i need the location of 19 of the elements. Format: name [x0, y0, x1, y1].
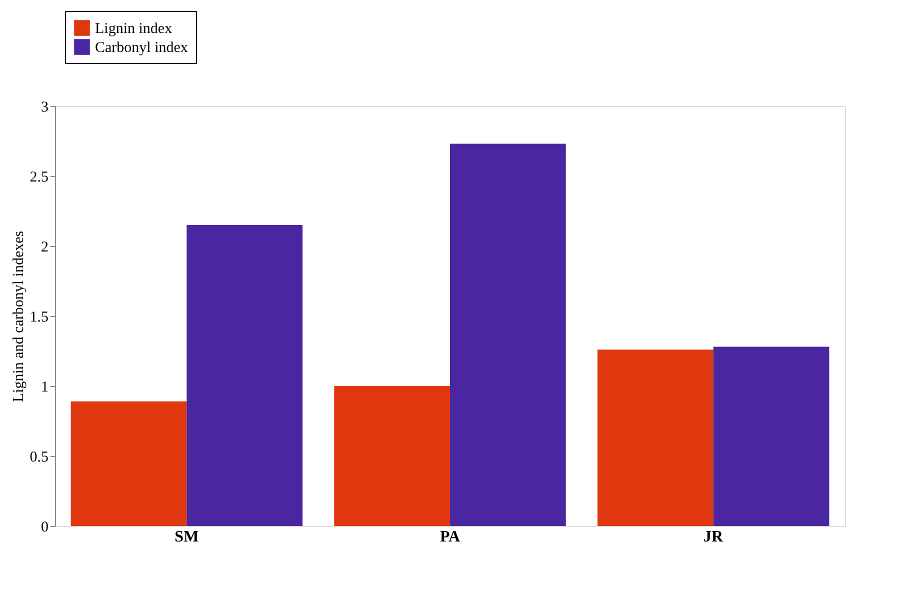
bar	[713, 346, 830, 526]
bar	[450, 144, 566, 526]
bar	[70, 401, 187, 526]
bar	[597, 350, 714, 526]
y-tick-label: 0	[41, 520, 48, 536]
legend-label: Lignin index	[95, 21, 173, 37]
y-tick-label: 0.5	[30, 450, 48, 466]
bar	[186, 225, 303, 526]
y-tick-label: 2	[41, 240, 48, 256]
x-tick-label: PA	[440, 528, 461, 546]
y-tick-label: 1	[41, 380, 48, 396]
y-tick-label: 2.5	[30, 170, 48, 186]
x-tick-label: SM	[174, 528, 199, 546]
y-tick-label: 3	[41, 100, 48, 116]
y-axis-title: Lignin and carbonyl indexes	[10, 230, 27, 402]
bar	[334, 386, 450, 526]
x-tick-label: JR	[704, 528, 724, 546]
legend-label: Carbonyl index	[95, 40, 188, 56]
y-tick-label: 1.5	[30, 310, 48, 326]
